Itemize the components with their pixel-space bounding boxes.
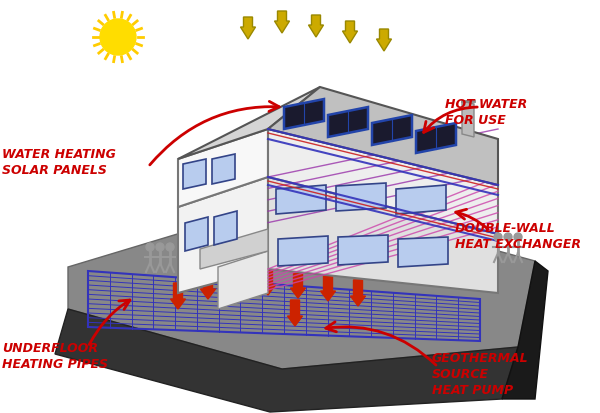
FancyArrowPatch shape xyxy=(456,210,488,230)
Text: GEOTHERMAL
SOURCE
HEAT PUMP: GEOTHERMAL SOURCE HEAT PUMP xyxy=(432,351,529,396)
Polygon shape xyxy=(178,130,268,207)
Circle shape xyxy=(100,20,136,56)
FancyArrow shape xyxy=(241,18,256,40)
FancyArrow shape xyxy=(275,12,290,34)
Polygon shape xyxy=(398,237,448,267)
Polygon shape xyxy=(336,183,386,211)
FancyArrowPatch shape xyxy=(424,108,477,133)
Polygon shape xyxy=(284,100,324,130)
Polygon shape xyxy=(55,309,518,412)
Polygon shape xyxy=(462,102,474,138)
FancyArrow shape xyxy=(260,269,275,295)
Circle shape xyxy=(156,243,164,252)
Polygon shape xyxy=(68,197,535,369)
FancyArrow shape xyxy=(290,272,305,298)
Polygon shape xyxy=(178,88,320,159)
Text: WATER HEATING
SOLAR PANELS: WATER HEATING SOLAR PANELS xyxy=(2,147,116,177)
FancyArrow shape xyxy=(343,22,358,44)
Polygon shape xyxy=(218,252,268,309)
Text: HOT WATER
FOR USE: HOT WATER FOR USE xyxy=(445,98,527,127)
Text: UNDERFLOOR
HEATING PIPES: UNDERFLOOR HEATING PIPES xyxy=(2,341,108,370)
FancyArrowPatch shape xyxy=(150,102,279,166)
FancyArrow shape xyxy=(170,283,185,309)
Circle shape xyxy=(514,233,522,242)
Polygon shape xyxy=(268,178,498,293)
FancyArrowPatch shape xyxy=(89,300,130,345)
Polygon shape xyxy=(185,218,208,252)
Polygon shape xyxy=(502,261,548,399)
Polygon shape xyxy=(183,159,206,190)
Circle shape xyxy=(146,243,154,252)
FancyArrow shape xyxy=(200,273,215,299)
Polygon shape xyxy=(268,130,498,235)
FancyArrow shape xyxy=(377,30,392,52)
Polygon shape xyxy=(278,236,328,266)
Polygon shape xyxy=(328,108,368,138)
FancyArrowPatch shape xyxy=(326,322,436,365)
FancyArrow shape xyxy=(287,300,302,326)
Polygon shape xyxy=(200,230,268,269)
Circle shape xyxy=(504,233,512,242)
Circle shape xyxy=(166,243,174,252)
Polygon shape xyxy=(268,88,498,185)
FancyArrow shape xyxy=(230,268,245,294)
Polygon shape xyxy=(338,235,388,266)
Polygon shape xyxy=(372,116,412,146)
FancyArrow shape xyxy=(350,280,365,306)
Polygon shape xyxy=(178,178,268,293)
Polygon shape xyxy=(276,185,326,214)
Circle shape xyxy=(494,233,502,242)
Polygon shape xyxy=(178,211,498,293)
Polygon shape xyxy=(396,185,446,214)
Polygon shape xyxy=(212,154,235,185)
Polygon shape xyxy=(416,124,456,154)
FancyArrow shape xyxy=(320,275,335,301)
Text: DOUBLE-WALL
HEAT EXCHANGER: DOUBLE-WALL HEAT EXCHANGER xyxy=(455,221,581,250)
FancyArrow shape xyxy=(308,16,323,38)
Polygon shape xyxy=(214,211,237,245)
